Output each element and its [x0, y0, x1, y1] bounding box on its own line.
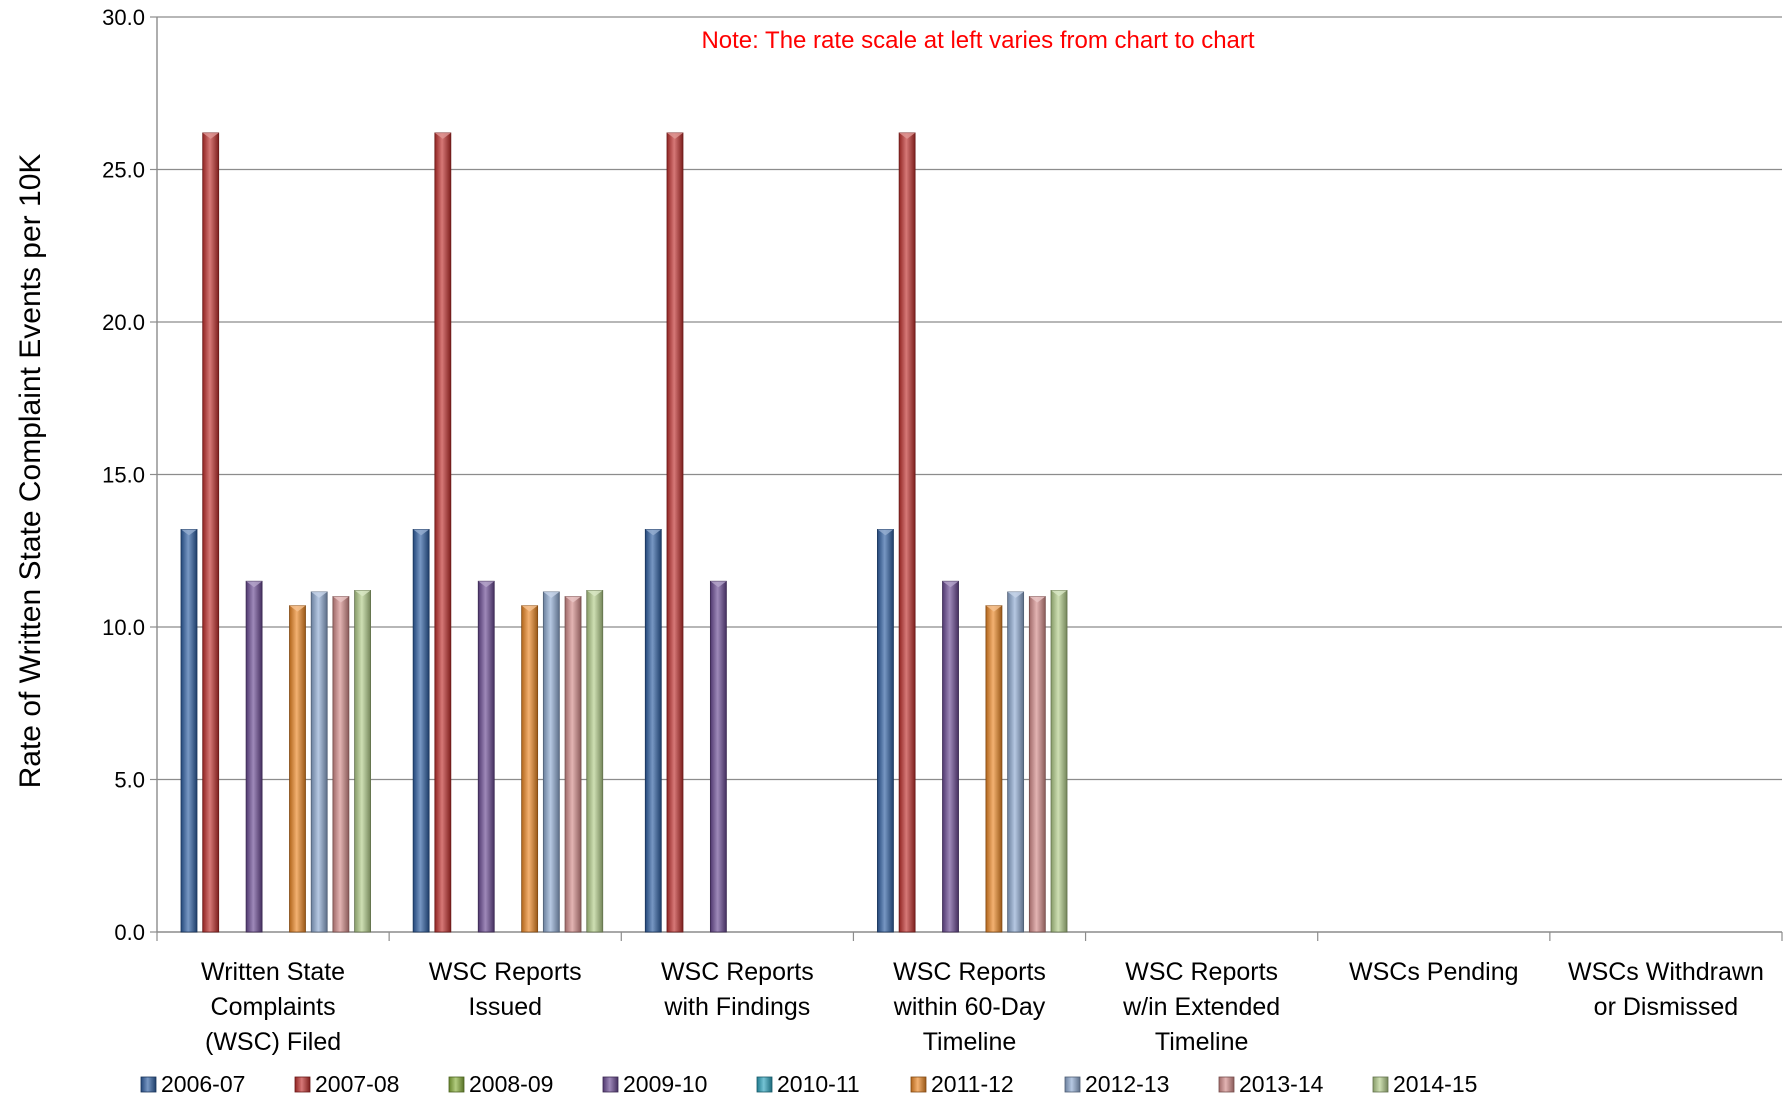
axes [150, 16, 1783, 941]
y-tick-label: 25.0 [102, 158, 145, 183]
bars [180, 132, 1068, 933]
legend-swatch [602, 1076, 619, 1093]
bar [477, 580, 495, 933]
bar-cap [181, 529, 197, 536]
bar [1007, 591, 1025, 933]
x-tick-label: Written State [201, 958, 345, 986]
bar [434, 132, 452, 933]
x-tick-label: w/in Extended [1122, 993, 1280, 1021]
x-tick-label: Issued [468, 993, 542, 1021]
bar-cap [877, 529, 894, 536]
bar [542, 591, 560, 933]
x-tick-label: Complaints [211, 993, 336, 1021]
bar [898, 132, 916, 933]
bar-cap [434, 132, 451, 139]
bar [202, 132, 220, 933]
x-tick-label: WSC Reports [661, 958, 814, 986]
x-tick-label: WSC Reports [893, 958, 1046, 986]
bar-cap [666, 132, 683, 139]
bar-cap [899, 132, 916, 139]
bar-cap [543, 591, 560, 598]
bar [521, 605, 539, 933]
legend-label: 2012-13 [1085, 1071, 1169, 1097]
bar-cap [710, 581, 727, 588]
legend-label: 2007-08 [315, 1071, 399, 1097]
x-tick-label: (WSC) Filed [205, 1028, 341, 1056]
bar [245, 580, 263, 933]
x-tick-label: within 60-Day [893, 993, 1046, 1021]
legend: 2006-07 2007-08 2008-09 2009-10 2010-11 2011-… [140, 1071, 1477, 1097]
bar-cap [645, 529, 662, 536]
bar-cap [354, 590, 371, 597]
bar-cap [521, 605, 538, 612]
bar-cap [246, 581, 263, 588]
legend-label: 2006-07 [161, 1071, 245, 1097]
legend-swatch [756, 1076, 773, 1093]
bar [709, 580, 727, 933]
x-tick-label: WSCs Withdrawn [1568, 958, 1764, 986]
y-tick-label: 0.0 [114, 920, 145, 945]
x-tick-label: WSC Reports [429, 958, 582, 986]
legend-swatch [448, 1076, 465, 1093]
bar [180, 529, 198, 933]
bar-cap [202, 132, 219, 139]
legend-swatch [140, 1076, 157, 1093]
bar [1028, 596, 1046, 933]
bar-cap [332, 596, 349, 603]
bar-cap [413, 529, 430, 536]
x-tick-label: with Findings [663, 993, 810, 1021]
legend-label: 2010-11 [777, 1071, 860, 1097]
legend-label: 2011-12 [931, 1071, 1014, 1097]
labels: 0.0 5.0 10.0 15.0 20.0 25.0 30.0 Written State C… [102, 5, 1764, 1056]
bar [942, 580, 959, 933]
legend-swatch [1218, 1076, 1235, 1093]
bar [644, 529, 662, 933]
bar [877, 529, 894, 933]
y-tick-label: 20.0 [102, 310, 145, 335]
bar-cap [1007, 591, 1024, 598]
bar [985, 605, 1003, 933]
x-tick-label: WSC Reports [1125, 958, 1278, 986]
y-axis-title: Rate of Written State Complaint Events p… [14, 154, 47, 789]
bar [564, 596, 582, 933]
legend-label: 2013-14 [1239, 1071, 1324, 1097]
bar-cap [1051, 590, 1068, 597]
bar [332, 596, 350, 933]
bar [666, 132, 684, 933]
legend-swatch [1064, 1076, 1081, 1093]
bar-cap [1029, 596, 1046, 603]
bar [289, 605, 306, 933]
legend-swatch [910, 1076, 927, 1093]
bar [354, 590, 372, 933]
y-tick-label: 5.0 [114, 768, 145, 793]
bar [412, 529, 430, 933]
bar-cap [985, 605, 1002, 612]
bar-cap [586, 590, 603, 597]
chart-annotation: Note: The rate scale at left varies from… [701, 27, 1254, 54]
y-tick-label: 15.0 [102, 463, 145, 488]
bar [310, 591, 328, 933]
bar [1050, 590, 1068, 933]
legend-swatch [294, 1076, 311, 1093]
legend-label: 2014-15 [1393, 1071, 1477, 1097]
x-tick-label: or Dismissed [1594, 993, 1738, 1021]
legend-swatch [1372, 1076, 1389, 1093]
bar-cap [478, 581, 495, 588]
bar-cap [289, 605, 306, 612]
y-tick-label: 10.0 [102, 615, 145, 640]
bar-cap [942, 581, 959, 588]
x-tick-label: WSCs Pending [1349, 958, 1519, 986]
legend-label: 2008-09 [469, 1071, 553, 1097]
bar [586, 590, 604, 933]
gridlines [157, 16, 1782, 781]
bar-cap [311, 591, 328, 598]
legend-label: 2009-10 [623, 1071, 707, 1097]
x-tick-label: Timeline [923, 1028, 1017, 1056]
y-tick-label: 30.0 [102, 5, 145, 30]
bar-cap [565, 596, 582, 603]
x-tick-label: Timeline [1155, 1028, 1249, 1056]
